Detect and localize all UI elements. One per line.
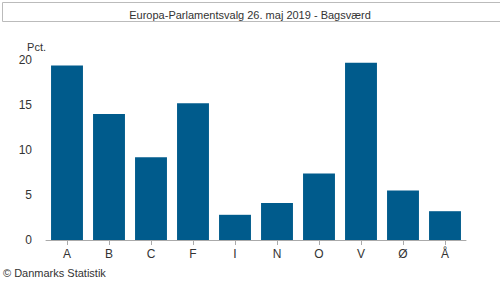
svg-text:F: F: [189, 247, 196, 261]
svg-text:Å: Å: [441, 246, 449, 261]
svg-text:15: 15: [19, 98, 33, 112]
svg-text:I: I: [233, 247, 236, 261]
svg-text:10: 10: [19, 143, 33, 157]
svg-text:Europa-Parlamentsvalg 26. maj: Europa-Parlamentsvalg 26. maj 2019 - Bag…: [129, 9, 371, 21]
svg-text:Pct.: Pct.: [27, 41, 46, 53]
svg-text:0: 0: [25, 233, 32, 247]
svg-text:5: 5: [25, 188, 32, 202]
svg-text:© Danmarks Statistik: © Danmarks Statistik: [3, 267, 106, 279]
svg-text:N: N: [273, 247, 282, 261]
svg-text:Ø: Ø: [398, 247, 407, 261]
svg-text:C: C: [147, 247, 156, 261]
svg-text:A: A: [63, 247, 71, 261]
svg-text:B: B: [105, 247, 113, 261]
svg-text:O: O: [314, 247, 323, 261]
svg-text:V: V: [357, 247, 365, 261]
svg-text:20: 20: [19, 53, 33, 67]
